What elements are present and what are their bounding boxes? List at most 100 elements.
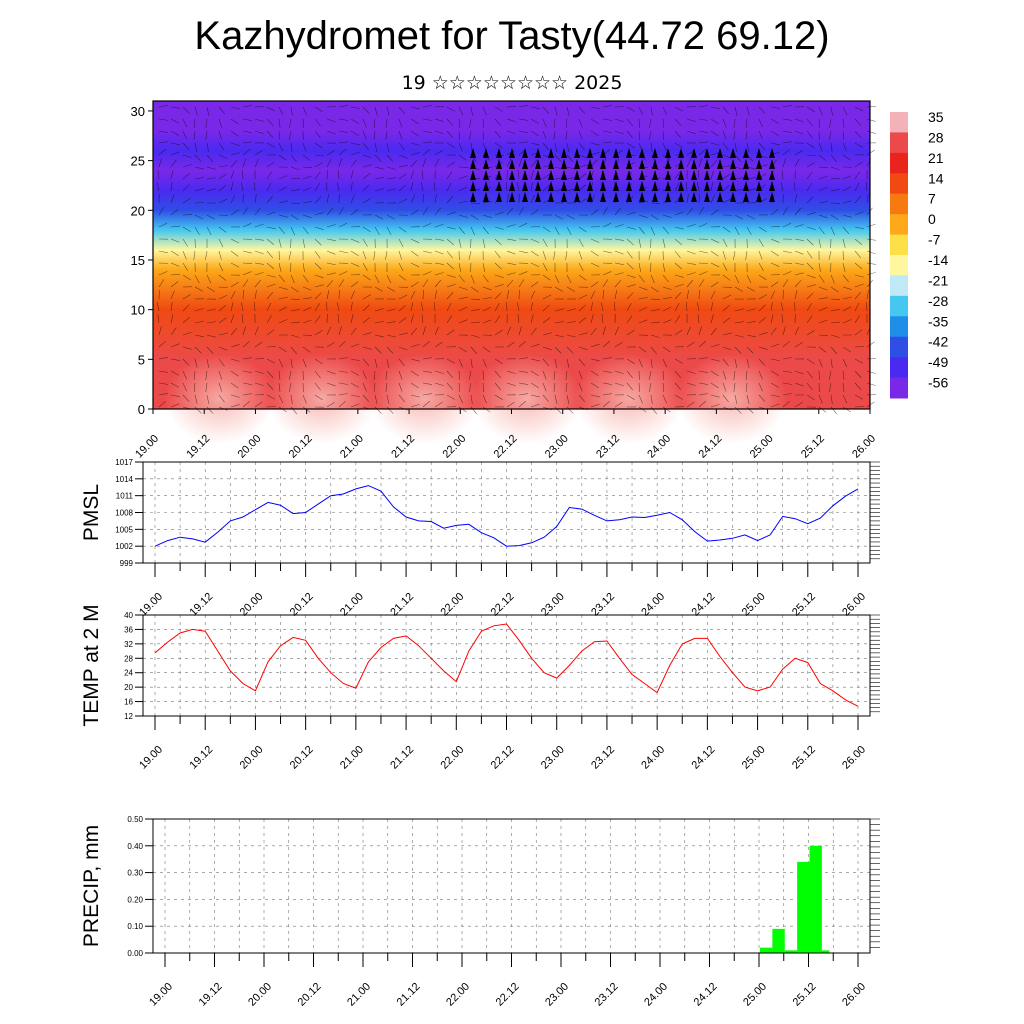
ytick-label: 999 xyxy=(120,559,134,568)
panel-ylabel: TEMP at 2 M xyxy=(80,604,103,726)
warm-region xyxy=(267,354,378,444)
ytick-label: 12 xyxy=(124,712,133,721)
jet-barbs xyxy=(470,148,775,202)
ytick-label: 1014 xyxy=(115,475,133,484)
panel-ylabel: PMSL xyxy=(80,484,103,541)
xtick-label: 20.00 xyxy=(238,591,266,619)
xtick-label: 21.00 xyxy=(338,744,366,772)
xtick-label: 20.00 xyxy=(238,744,266,772)
xtick-label: 23.00 xyxy=(539,744,567,772)
xtick-label: 24.00 xyxy=(639,591,667,619)
colorbar-swatch xyxy=(890,214,908,236)
pmsl-panel: 999 1002 1005 1008 1011 1014 1017 19.00 19.12 20.… xyxy=(80,458,880,619)
heatmap-xtick-label: 25.12 xyxy=(799,433,827,461)
colorbar-swatch xyxy=(890,357,908,379)
precip-bar xyxy=(809,845,822,953)
ytick-label: 0.50 xyxy=(127,815,143,824)
ytick-label: 32 xyxy=(124,640,133,649)
colorbar-label: 21 xyxy=(928,150,944,166)
xtick-label: 24.00 xyxy=(639,744,667,772)
ytick-label: 1005 xyxy=(115,525,133,534)
heatmap-ytick-label: 30 xyxy=(131,104,145,119)
colorbar-swatch xyxy=(890,132,908,154)
xtick-label: 26.00 xyxy=(840,591,868,619)
colorbar-swatch xyxy=(890,193,908,215)
ytick-label: 20 xyxy=(124,683,133,692)
grid xyxy=(143,614,870,717)
precip-bar xyxy=(784,950,798,953)
chart-subtitle: 19 ☆☆☆☆☆☆☆☆ 2025 xyxy=(401,72,623,94)
colorbar-swatch xyxy=(890,173,908,195)
heatmap-xtick-label: 19.00 xyxy=(133,433,161,461)
ytick-label: 36 xyxy=(124,625,133,634)
xtick-label: 19.12 xyxy=(187,591,215,619)
grid xyxy=(153,818,870,954)
precip-bar xyxy=(821,950,830,953)
ytick-label: 0.00 xyxy=(127,949,143,958)
temp-2m-panel: 12 16 20 24 28 32 36 40 19.00 19.12 20.00 20.12 21.0… xyxy=(80,604,880,772)
colorbar-label: -28 xyxy=(928,293,948,309)
ytick-label: 40 xyxy=(124,611,133,620)
colorbar-label: -14 xyxy=(928,252,948,268)
xtick-label: 23.00 xyxy=(539,591,567,619)
heatmap-ytick-label: 0 xyxy=(138,402,145,417)
heatmap-xtick-label: 26.00 xyxy=(850,433,878,461)
colorbar-label: 28 xyxy=(928,129,944,145)
heatmap-ytick-label: 5 xyxy=(138,352,145,367)
colorbar-swatch xyxy=(890,275,908,297)
heatmap-ytick-label: 25 xyxy=(131,154,145,169)
colorbar-label: 0 xyxy=(928,211,936,227)
xtick-label: 20.00 xyxy=(246,981,274,1009)
pmsl-line xyxy=(154,485,859,547)
xtick-label: 24.12 xyxy=(692,981,720,1009)
colorbar-swatch xyxy=(890,234,908,256)
ytick-label: 0.20 xyxy=(127,895,143,904)
xtick-label: 23.12 xyxy=(589,591,617,619)
colorbar-label: 35 xyxy=(928,109,944,125)
temp-line xyxy=(154,623,859,707)
xtick-label: 22.12 xyxy=(489,744,517,772)
xtick-label: 19.00 xyxy=(137,744,165,772)
precip-bar xyxy=(797,861,810,953)
xtick-label: 23.12 xyxy=(589,744,617,772)
warm-region xyxy=(574,354,685,444)
xtick-label: 19.12 xyxy=(187,744,215,772)
xtick-label: 22.00 xyxy=(438,591,466,619)
warm-region xyxy=(471,354,582,444)
ytick-label: 0.40 xyxy=(127,842,143,851)
colorbar-swatch xyxy=(890,295,908,317)
warm-region xyxy=(676,354,787,444)
ytick-label: 1011 xyxy=(116,492,134,501)
colorbar-swatch xyxy=(890,316,908,338)
xtick-label: 23.00 xyxy=(543,981,571,1009)
xtick-label: 25.00 xyxy=(740,591,768,619)
xtick-label: 19.00 xyxy=(137,591,165,619)
xtick-label: 19.00 xyxy=(147,981,175,1009)
ytick-label: 0.10 xyxy=(127,922,143,931)
xtick-label: 25.12 xyxy=(791,981,819,1009)
xtick-label: 22.00 xyxy=(444,981,472,1009)
ytick-label: 1008 xyxy=(115,509,133,518)
wind-barbs xyxy=(156,104,877,415)
xtick-label: 26.00 xyxy=(840,981,868,1009)
heatmap-ytick-label: 20 xyxy=(131,203,145,218)
colorbar-label: -21 xyxy=(928,272,948,288)
xtick-label: 21.12 xyxy=(388,744,416,772)
colorbar-label: 7 xyxy=(928,191,936,207)
colorbar-label: -42 xyxy=(928,334,948,350)
xtick-label: 22.00 xyxy=(438,744,466,772)
xtick-label: 19.12 xyxy=(197,981,225,1009)
colorbar-swatch xyxy=(890,377,908,399)
xtick-label: 21.00 xyxy=(345,981,373,1009)
xtick-label: 25.12 xyxy=(790,744,818,772)
precip-panel: 0.00 0.10 0.20 0.30 0.40 0.50 19.00 19.12 20.00 2… xyxy=(80,815,880,1009)
xtick-label: 20.12 xyxy=(288,591,316,619)
colorbar-swatch xyxy=(890,152,908,174)
colorbar-label: -56 xyxy=(928,375,948,391)
xtick-label: 25.00 xyxy=(740,744,768,772)
colorbar-legend: 35 28 21 14 7 0 -7 -14 -21 -28 -35 -42 -49 -56 xyxy=(890,109,948,399)
panel-ylabel: PRECIP, mm xyxy=(80,825,103,947)
precip-bar xyxy=(772,928,785,953)
